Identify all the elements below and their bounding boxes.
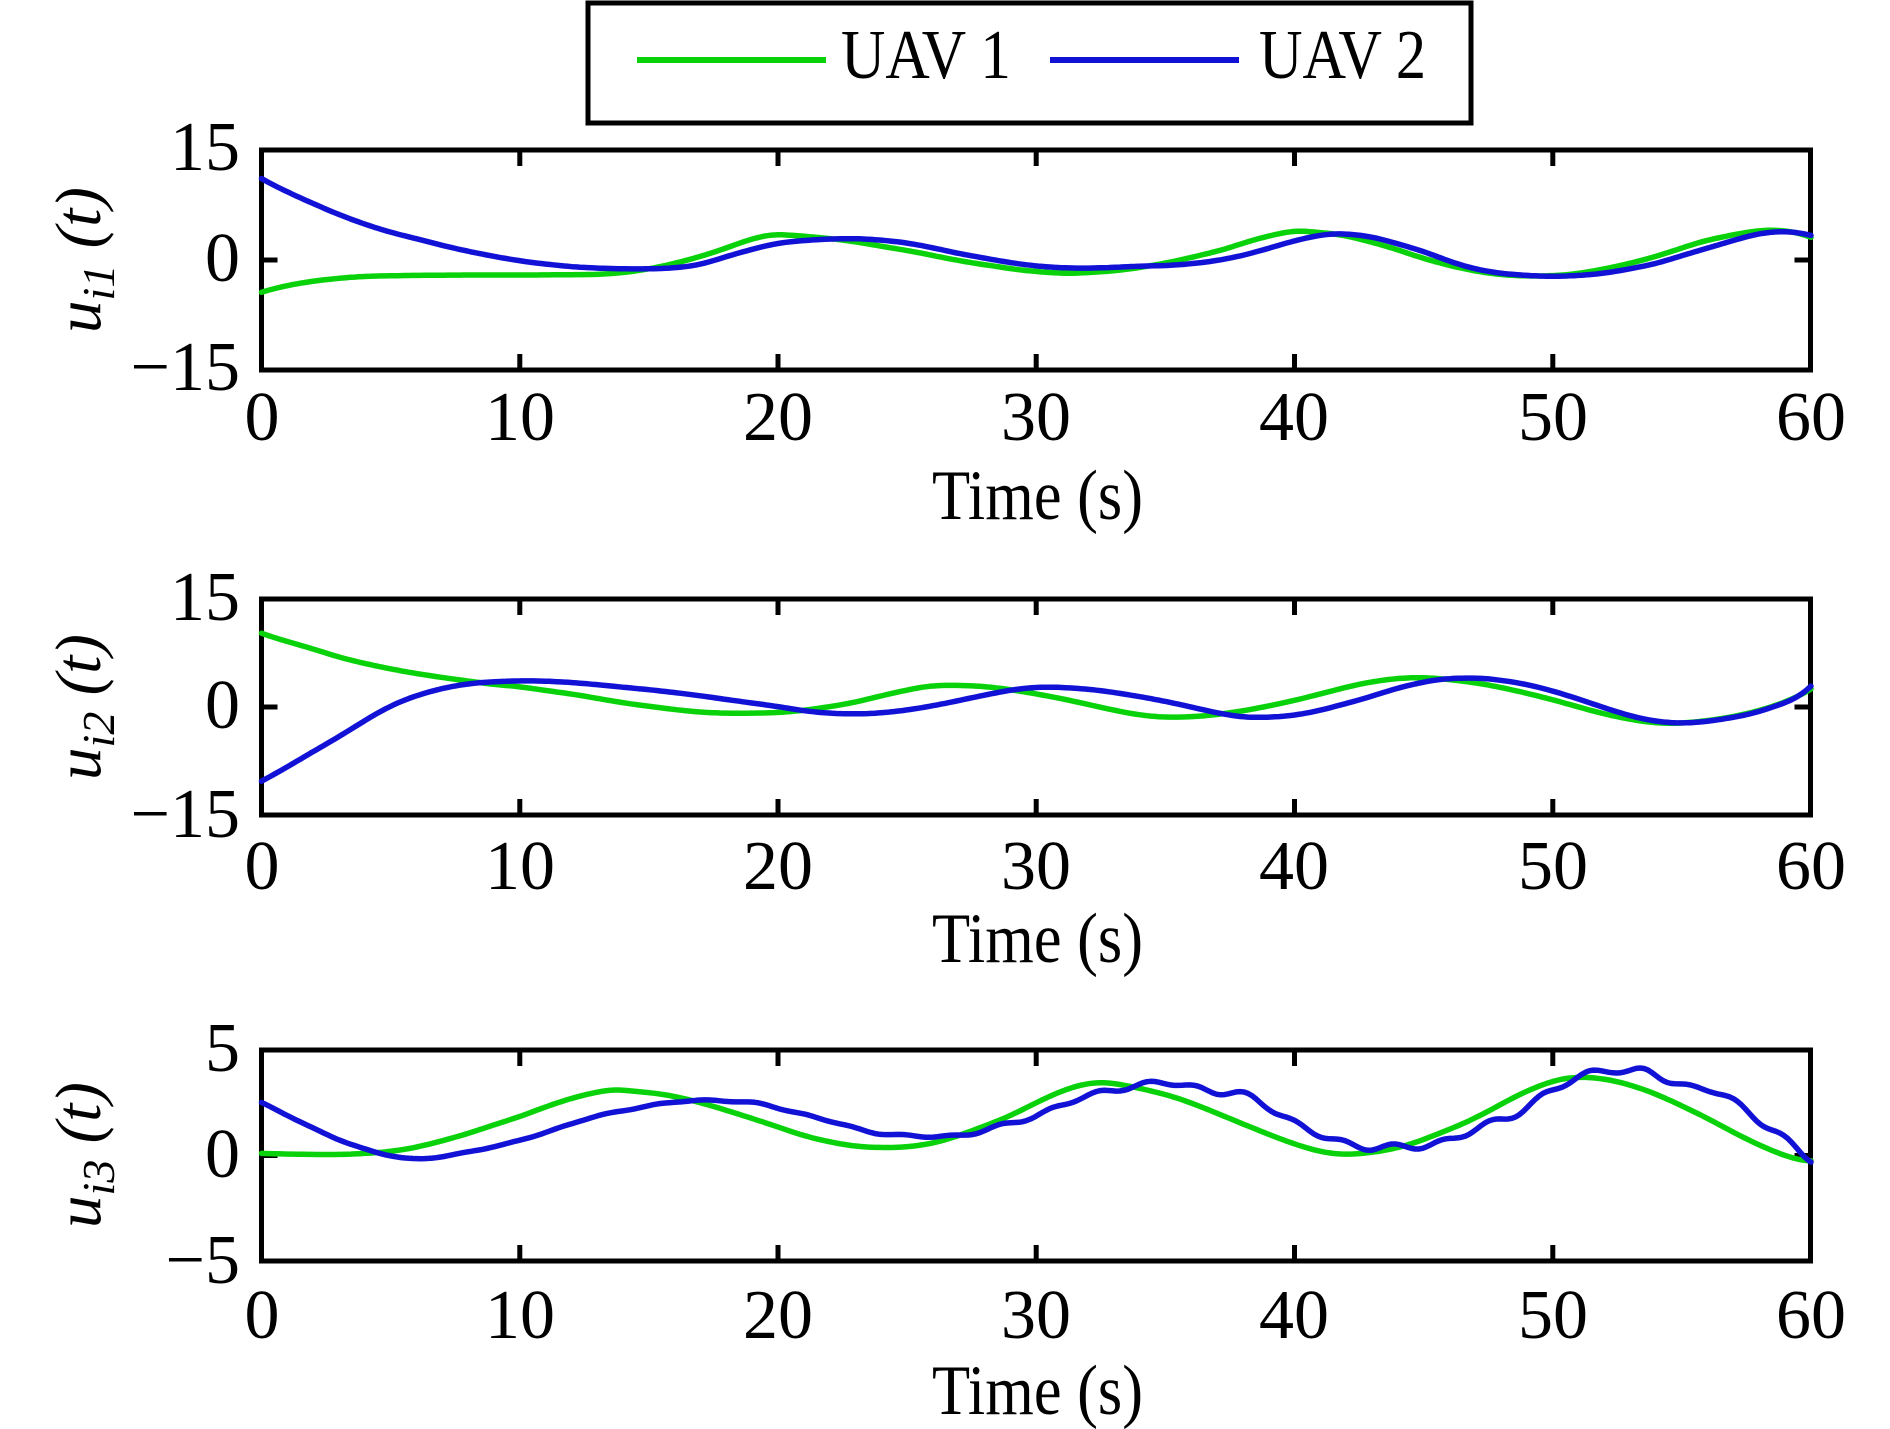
- svg-text:0: 0: [205, 220, 240, 297]
- svg-text:UAV 2: UAV 2: [1259, 17, 1426, 94]
- svg-text:0: 0: [205, 667, 240, 744]
- svg-text:UAV 1: UAV 1: [841, 17, 1011, 94]
- svg-text:50: 50: [1518, 828, 1588, 905]
- svg-text:10: 10: [485, 1277, 555, 1354]
- svg-text:10: 10: [485, 379, 555, 456]
- svg-text:60: 60: [1776, 828, 1846, 905]
- svg-text:Time (s): Time (s): [932, 457, 1143, 535]
- svg-text:60: 60: [1776, 379, 1846, 456]
- svg-text:0: 0: [245, 1277, 280, 1354]
- svg-text:Time (s): Time (s): [932, 1352, 1143, 1429]
- svg-text:ui1 (t): ui1 (t): [43, 187, 124, 333]
- svg-text:20: 20: [743, 1277, 813, 1354]
- svg-text:ui3 (t): ui3 (t): [43, 1082, 124, 1228]
- svg-text:50: 50: [1518, 1277, 1588, 1354]
- svg-text:30: 30: [1001, 828, 1071, 905]
- svg-text:0: 0: [205, 1116, 240, 1193]
- svg-text:40: 40: [1259, 379, 1329, 456]
- svg-text:30: 30: [1001, 1277, 1071, 1354]
- svg-text:5: 5: [205, 1010, 240, 1087]
- svg-text:−15: −15: [131, 776, 240, 853]
- svg-text:ui2 (t): ui2 (t): [43, 634, 124, 780]
- svg-text:20: 20: [743, 379, 813, 456]
- svg-text:15: 15: [170, 559, 240, 636]
- svg-text:40: 40: [1259, 1277, 1329, 1354]
- svg-text:0: 0: [245, 828, 280, 905]
- svg-text:50: 50: [1518, 379, 1588, 456]
- svg-text:15: 15: [170, 109, 240, 186]
- svg-text:60: 60: [1776, 1277, 1846, 1354]
- svg-text:−15: −15: [131, 329, 240, 406]
- svg-text:0: 0: [245, 379, 280, 456]
- svg-text:20: 20: [743, 828, 813, 905]
- svg-text:Time (s): Time (s): [932, 900, 1143, 978]
- svg-text:30: 30: [1001, 379, 1071, 456]
- svg-text:−5: −5: [166, 1222, 240, 1299]
- svg-text:40: 40: [1259, 828, 1329, 905]
- svg-text:10: 10: [485, 828, 555, 905]
